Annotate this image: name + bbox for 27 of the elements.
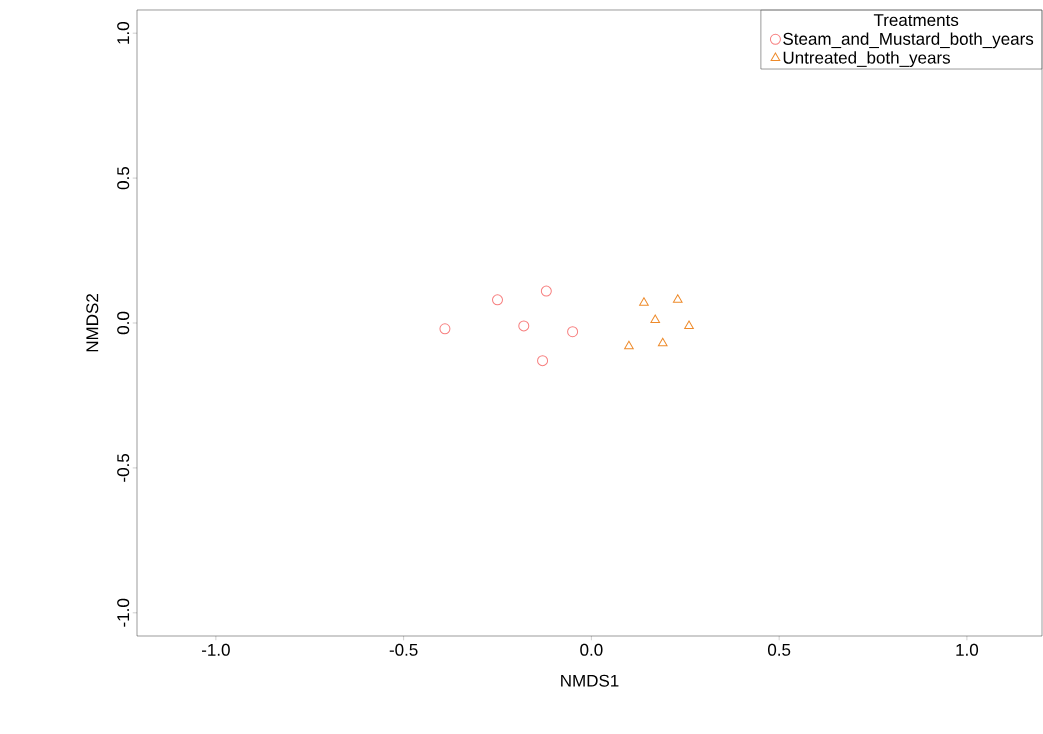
point bbox=[639, 297, 649, 306]
point bbox=[672, 294, 683, 303]
legend-title: Treatments bbox=[873, 14, 959, 27]
point bbox=[567, 326, 579, 338]
point bbox=[650, 314, 661, 324]
y-tick-label: 1.0 bbox=[117, 22, 130, 44]
y-tick-label: 0.0 bbox=[117, 311, 130, 335]
x-tick-label: 1.0 bbox=[956, 643, 979, 656]
point bbox=[492, 294, 503, 306]
point bbox=[540, 285, 552, 297]
y-tick-label: -0.5 bbox=[117, 453, 130, 482]
point bbox=[657, 337, 668, 347]
point bbox=[624, 340, 634, 350]
legend-label: Untreated_both_years bbox=[783, 51, 951, 68]
x-axis-title: NMDS1 bbox=[561, 674, 619, 687]
y-tick-label: 0.5 bbox=[117, 166, 130, 190]
point bbox=[439, 323, 451, 335]
x-tick-label: -1.0 bbox=[201, 643, 230, 656]
x-tick-label: -0.5 bbox=[389, 643, 418, 656]
point bbox=[537, 355, 549, 367]
legend-label: Steam_and_Mustard_both_years bbox=[783, 32, 1034, 49]
point bbox=[684, 320, 694, 329]
y-tick-label: -1.0 bbox=[117, 598, 130, 627]
point bbox=[518, 320, 530, 332]
x-tick-label: 0.5 bbox=[767, 643, 791, 656]
y-axis-title: NMDS2 bbox=[86, 294, 99, 352]
x-tick-label: 0.0 bbox=[580, 643, 603, 656]
